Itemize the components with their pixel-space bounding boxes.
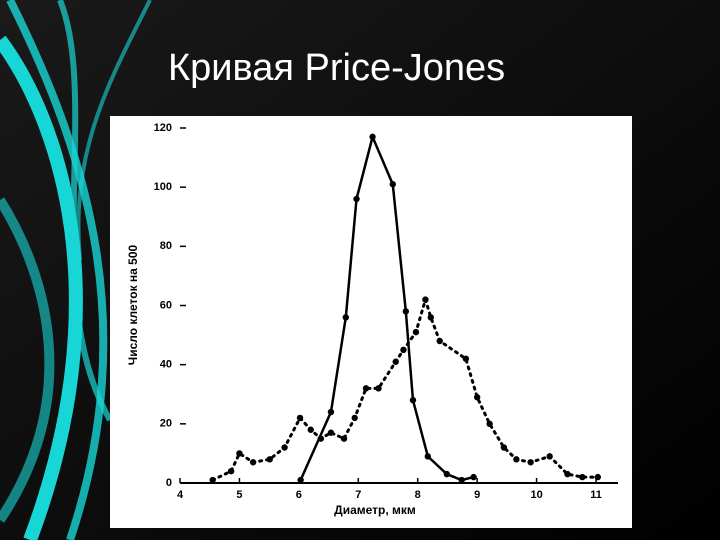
x-tick-label: 11 — [590, 489, 602, 501]
data-point — [500, 444, 508, 451]
data-point — [317, 435, 325, 442]
y-axis-label: Число клеток на 500 — [126, 244, 140, 365]
y-tick-label: 100 — [154, 181, 172, 193]
data-point — [342, 314, 350, 321]
data-point — [486, 420, 493, 428]
y-tick-label: 20 — [160, 418, 172, 430]
x-tick-label: 10 — [530, 489, 542, 501]
y-tick-label: 60 — [160, 299, 172, 311]
data-point — [458, 476, 465, 484]
y-tick-label: 0 — [166, 477, 172, 489]
data-point — [209, 476, 216, 484]
data-point — [369, 133, 376, 141]
chart-title: Кривая Price-Jones — [168, 47, 505, 89]
data-point — [296, 414, 304, 422]
data-point — [307, 426, 314, 433]
x-tick-label: 7 — [355, 489, 361, 501]
data-point — [579, 473, 586, 481]
data-point — [409, 396, 417, 404]
x-axis-label: Диаметр, мкм — [334, 503, 416, 517]
data-point — [462, 355, 470, 362]
data-point — [353, 195, 360, 203]
data-point — [249, 459, 257, 466]
data-point — [564, 470, 571, 478]
data-point — [422, 296, 429, 303]
data-point — [327, 408, 335, 416]
x-tick-label: 4 — [177, 489, 184, 501]
data-point — [412, 328, 420, 336]
data-point — [362, 385, 370, 392]
data-point — [402, 308, 410, 315]
chart-panel — [110, 116, 632, 528]
data-point — [236, 450, 243, 457]
y-tick-label: 80 — [160, 240, 172, 252]
data-point — [281, 444, 288, 451]
data-point — [327, 429, 335, 436]
data-point — [375, 385, 382, 392]
x-tick-label: 6 — [296, 489, 302, 501]
y-tick-label: 120 — [154, 122, 172, 134]
data-point — [473, 394, 481, 401]
data-point — [392, 358, 399, 365]
data-point — [297, 476, 304, 484]
data-point — [400, 346, 407, 354]
data-point — [546, 453, 553, 460]
data-point — [266, 456, 273, 463]
data-point — [594, 473, 601, 481]
data-point — [351, 414, 358, 422]
data-point — [427, 314, 434, 321]
data-point — [389, 181, 396, 188]
decoration — [0, 0, 152, 540]
data-point — [424, 453, 432, 460]
x-tick-label: 8 — [415, 489, 421, 501]
data-point — [227, 467, 235, 475]
y-tick-label: 40 — [160, 359, 172, 371]
data-point — [513, 456, 520, 463]
x-tick-label: 5 — [236, 489, 242, 501]
data-point — [470, 473, 477, 481]
x-tick-label: 9 — [474, 489, 480, 501]
data-point — [443, 470, 451, 478]
data-point — [527, 459, 534, 466]
data-point — [436, 337, 443, 345]
data-point — [340, 435, 348, 442]
